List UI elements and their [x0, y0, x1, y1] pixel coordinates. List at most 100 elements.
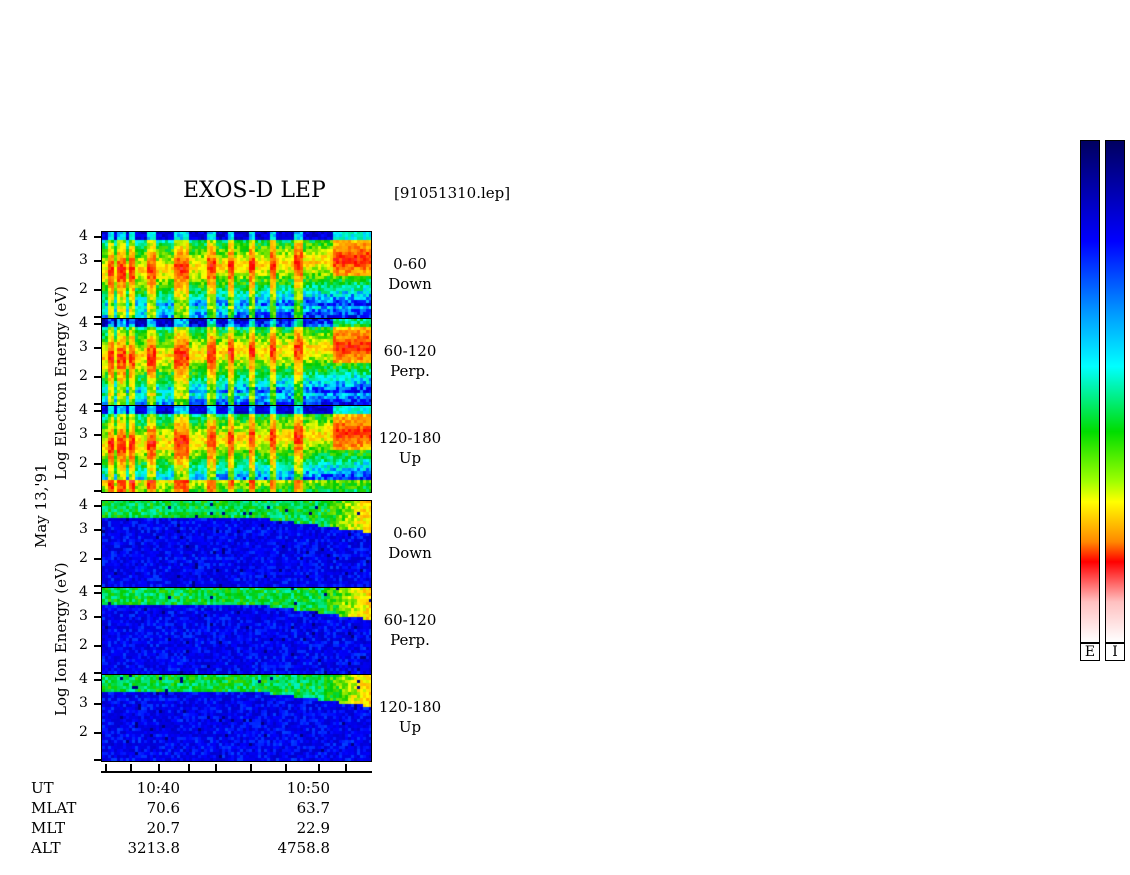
band-direction: Down: [388, 544, 432, 562]
y-tick-label: 3: [79, 608, 88, 624]
band-label: 120-180 Up: [370, 428, 450, 468]
y-tick-label: 4: [79, 497, 88, 513]
y-tick-label: 2: [79, 368, 88, 384]
y-tick: [94, 732, 102, 734]
footer-row-value: 3213.8: [127, 839, 181, 857]
panel-frame: [101, 674, 372, 762]
y-tick: [94, 703, 102, 705]
band-label: 60-120 Perp.: [370, 610, 450, 650]
y-tick-label: 4: [79, 315, 88, 331]
band-label: 0-60 Down: [370, 254, 450, 294]
band-direction: Up: [398, 449, 422, 467]
footer-row-label: MLAT: [31, 799, 77, 817]
footer-row-value: 22.9: [296, 819, 330, 837]
electron-colorbar: [1080, 140, 1100, 643]
y-tick-label: 4: [79, 228, 88, 244]
y-tick: [94, 323, 102, 325]
ion-colorbar-label: I: [1105, 643, 1125, 661]
footer-row-value: 70.6: [146, 799, 180, 817]
x-tick: [318, 764, 320, 772]
footer-row-label: UT: [31, 779, 54, 797]
electron-colorbar-label: E: [1080, 643, 1100, 661]
spectrogram-ion-down: [102, 500, 372, 587]
x-tick: [130, 764, 132, 772]
spectrogram-electron-down: [102, 231, 372, 318]
band-pitch-angle: 60-120: [383, 611, 437, 629]
band-direction: Up: [398, 718, 422, 736]
spectrogram-ion-perp: [102, 587, 372, 674]
x-tick: [188, 764, 190, 772]
y-tick-label: 2: [79, 281, 88, 297]
y-tick: [94, 289, 102, 291]
x-tick: [285, 764, 287, 772]
y-tick: [94, 260, 102, 262]
x-tick: [345, 764, 347, 772]
time-axis-line: [101, 771, 372, 773]
y-tick: [94, 592, 102, 594]
y-tick-label: 2: [79, 550, 88, 566]
x-tick: [250, 764, 252, 772]
footer-row-label: ALT: [31, 839, 61, 857]
y-tick: [94, 376, 102, 378]
electron-axis-label: Log Electron Energy (eV): [52, 286, 70, 480]
y-tick-label: 3: [79, 695, 88, 711]
y-tick-label: 3: [79, 252, 88, 268]
y-tick: [94, 236, 102, 238]
y-tick-label: 3: [79, 426, 88, 442]
y-tick: [94, 505, 102, 507]
y-tick: [94, 679, 102, 681]
y-tick: [94, 558, 102, 560]
y-tick: [94, 410, 102, 412]
band-label: 120-180 Up: [370, 697, 450, 737]
x-tick: [105, 764, 107, 772]
footer-row-value: 4758.8: [277, 839, 331, 857]
ion-axis-label: Log Ion Energy (eV): [52, 562, 70, 716]
footer-row-value: 10:40: [136, 779, 180, 797]
y-tick: [94, 672, 102, 674]
y-tick: [94, 347, 102, 349]
y-tick: [94, 585, 102, 587]
footer-row-label: MLT: [31, 819, 66, 837]
band-pitch-angle: 0-60: [393, 255, 427, 273]
band-direction: Perp.: [390, 631, 430, 649]
date-label: May 13,'91: [32, 463, 50, 548]
y-tick: [94, 434, 102, 436]
y-tick: [94, 403, 102, 405]
panel-frame: [101, 405, 372, 493]
y-tick-label: 3: [79, 339, 88, 355]
y-tick-label: 4: [79, 584, 88, 600]
y-tick: [94, 316, 102, 318]
chart-title: EXOS-D LEP: [183, 178, 326, 203]
spectrogram-ion-up: [102, 674, 372, 761]
y-tick-label: 2: [79, 637, 88, 653]
panel-frame: [101, 500, 372, 588]
y-tick-label: 2: [79, 724, 88, 740]
band-label: 60-120 Perp.: [370, 341, 450, 381]
band-pitch-angle: 120-180: [378, 429, 442, 447]
y-tick-label: 4: [79, 402, 88, 418]
y-tick: [94, 463, 102, 465]
x-tick: [158, 764, 160, 772]
band-direction: Perp.: [390, 362, 430, 380]
spectrogram-electron-up: [102, 405, 372, 492]
y-tick: [94, 529, 102, 531]
y-tick-label: 3: [79, 521, 88, 537]
y-tick-label: 4: [79, 671, 88, 687]
panel-frame: [101, 318, 372, 406]
footer-row-value: 63.7: [296, 799, 330, 817]
band-pitch-angle: 120-180: [378, 698, 442, 716]
y-tick: [94, 616, 102, 618]
y-tick: [94, 759, 102, 761]
footer-row-value: 20.7: [146, 819, 180, 837]
x-tick: [215, 764, 217, 772]
panel-frame: [101, 587, 372, 675]
band-direction: Down: [388, 275, 432, 293]
ion-colorbar: [1105, 140, 1125, 643]
band-pitch-angle: 0-60: [393, 524, 427, 542]
y-tick: [94, 490, 102, 492]
y-tick: [94, 645, 102, 647]
band-label: 0-60 Down: [370, 523, 450, 563]
y-tick-label: 2: [79, 455, 88, 471]
panel-frame: [101, 231, 372, 319]
footer-row-value: 10:50: [286, 779, 330, 797]
